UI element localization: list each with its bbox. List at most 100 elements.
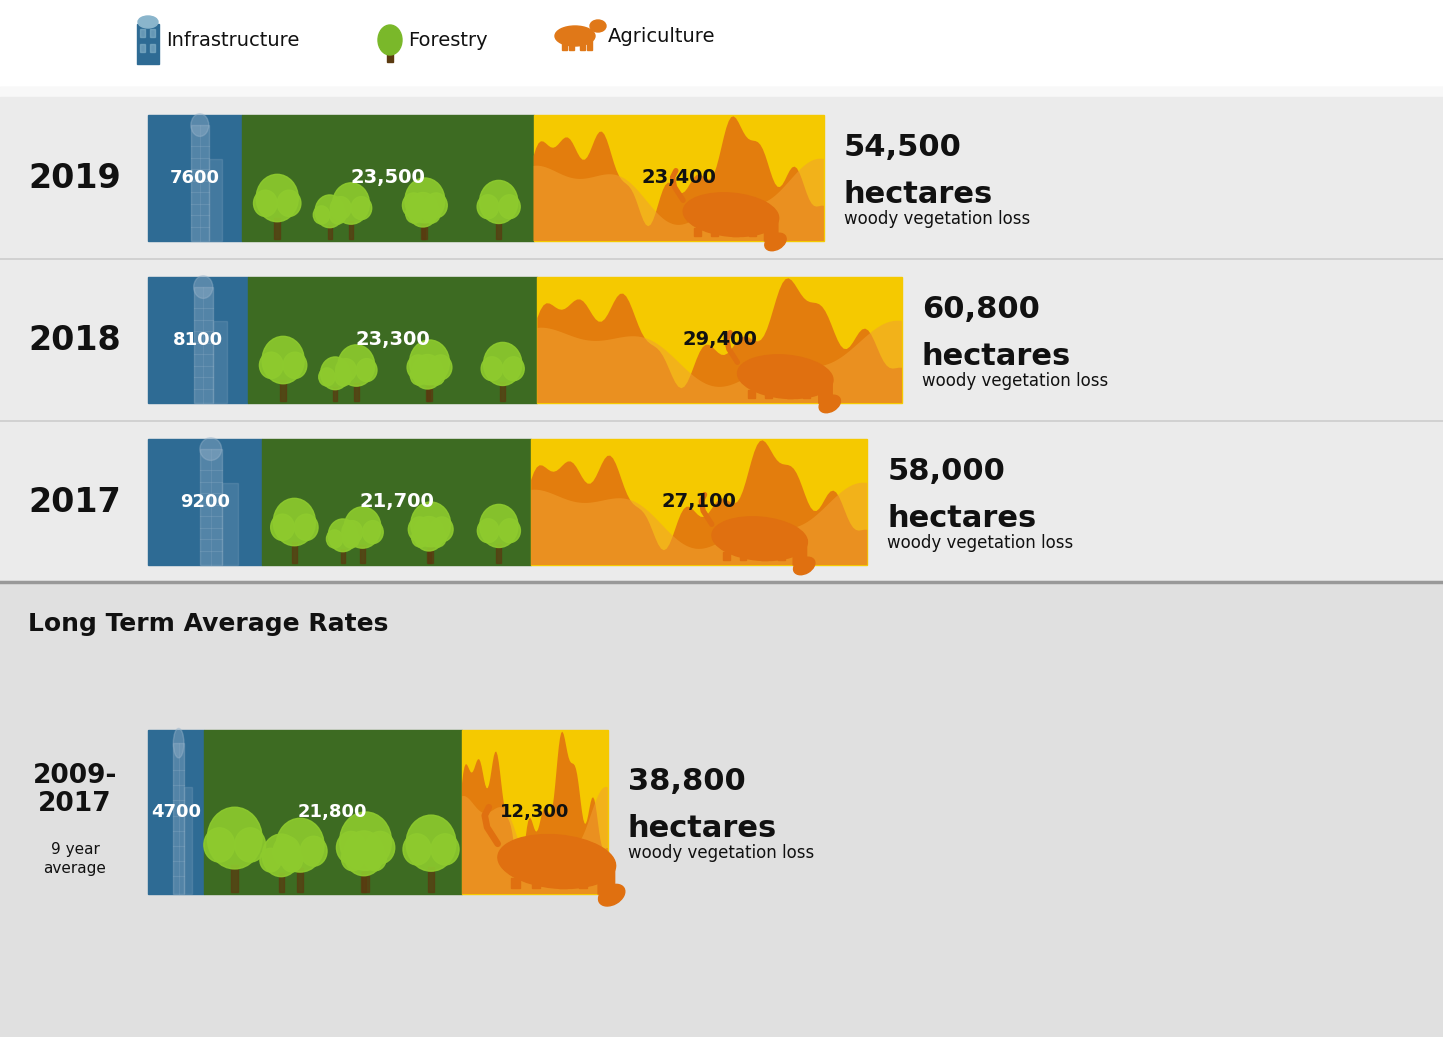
Bar [201, 449, 222, 565]
Ellipse shape [173, 728, 183, 758]
PathPatch shape [531, 441, 867, 565]
Ellipse shape [427, 366, 444, 385]
Text: 4700: 4700 [152, 803, 201, 821]
Bar [149, 730, 203, 894]
Bar [0, 87, 1443, 562]
Ellipse shape [405, 815, 456, 871]
Ellipse shape [320, 357, 349, 390]
Text: woody vegetation loss: woody vegetation loss [844, 211, 1030, 228]
Ellipse shape [326, 530, 343, 548]
Bar [149, 277, 248, 403]
Bar [361, 544, 365, 563]
Bar [203, 730, 462, 894]
PathPatch shape [462, 787, 608, 894]
Bar [427, 867, 434, 892]
Ellipse shape [300, 836, 328, 866]
Bar [362, 867, 369, 892]
Bar [561, 38, 567, 50]
Ellipse shape [193, 276, 212, 299]
Ellipse shape [254, 190, 277, 217]
Bar [150, 44, 154, 52]
Bar [190, 125, 209, 241]
Bar [579, 878, 587, 888]
Ellipse shape [365, 832, 395, 864]
Ellipse shape [413, 355, 443, 389]
Ellipse shape [342, 846, 364, 871]
Ellipse shape [335, 368, 352, 386]
Text: 12,300: 12,300 [501, 803, 570, 821]
Ellipse shape [378, 25, 403, 55]
Bar [193, 287, 212, 403]
Text: Long Term Average Rates: Long Term Average Rates [27, 612, 388, 636]
Ellipse shape [339, 812, 391, 870]
Bar [427, 382, 431, 401]
Bar [421, 224, 424, 239]
Ellipse shape [273, 836, 300, 866]
Bar [361, 872, 367, 892]
FancyBboxPatch shape [597, 863, 615, 894]
Bar [349, 221, 354, 239]
Text: hectares: hectares [922, 342, 1071, 371]
PathPatch shape [537, 320, 902, 403]
Text: 2017: 2017 [29, 485, 121, 518]
Bar [426, 386, 430, 401]
Text: 9 year
average: 9 year average [43, 842, 107, 875]
Text: 2018: 2018 [29, 324, 121, 357]
Ellipse shape [481, 357, 502, 381]
Bar [212, 321, 227, 403]
Bar [0, 582, 1443, 1037]
Bar [496, 220, 501, 239]
Text: 23,300: 23,300 [355, 331, 430, 349]
Ellipse shape [431, 834, 459, 865]
Ellipse shape [556, 26, 595, 46]
Ellipse shape [430, 355, 452, 380]
Bar [173, 744, 183, 894]
Ellipse shape [319, 368, 335, 386]
Bar [558, 878, 567, 888]
Bar [537, 277, 902, 403]
Ellipse shape [235, 828, 266, 862]
Ellipse shape [711, 516, 808, 561]
Bar [149, 439, 263, 565]
Ellipse shape [328, 518, 358, 552]
Ellipse shape [336, 359, 356, 382]
Bar [341, 549, 345, 563]
PathPatch shape [462, 732, 608, 894]
Ellipse shape [336, 832, 365, 864]
Bar [733, 228, 739, 236]
Ellipse shape [410, 340, 449, 385]
Ellipse shape [405, 178, 444, 223]
Ellipse shape [260, 848, 281, 872]
Text: hectares: hectares [628, 814, 776, 843]
Bar [749, 228, 756, 236]
PathPatch shape [534, 159, 824, 241]
Ellipse shape [737, 355, 833, 398]
Ellipse shape [330, 197, 351, 220]
Ellipse shape [277, 190, 302, 217]
Ellipse shape [294, 514, 317, 540]
Bar [297, 868, 303, 892]
Bar [749, 390, 755, 398]
Text: hectares: hectares [887, 504, 1036, 533]
Ellipse shape [423, 204, 440, 223]
Ellipse shape [315, 195, 345, 228]
Ellipse shape [794, 557, 815, 574]
Bar [209, 159, 222, 241]
Ellipse shape [263, 834, 300, 876]
Ellipse shape [362, 521, 384, 543]
Ellipse shape [499, 518, 521, 542]
Bar [760, 552, 768, 560]
Bar [532, 878, 540, 888]
Ellipse shape [502, 357, 524, 381]
Ellipse shape [820, 395, 840, 413]
Ellipse shape [414, 516, 444, 551]
Bar [278, 873, 284, 892]
Ellipse shape [343, 507, 381, 549]
Bar [580, 38, 584, 50]
Bar [387, 44, 392, 62]
Bar [462, 730, 608, 894]
Ellipse shape [342, 521, 362, 543]
Ellipse shape [479, 180, 518, 224]
Text: 54,500: 54,500 [844, 133, 961, 162]
Text: 2019: 2019 [29, 162, 121, 195]
